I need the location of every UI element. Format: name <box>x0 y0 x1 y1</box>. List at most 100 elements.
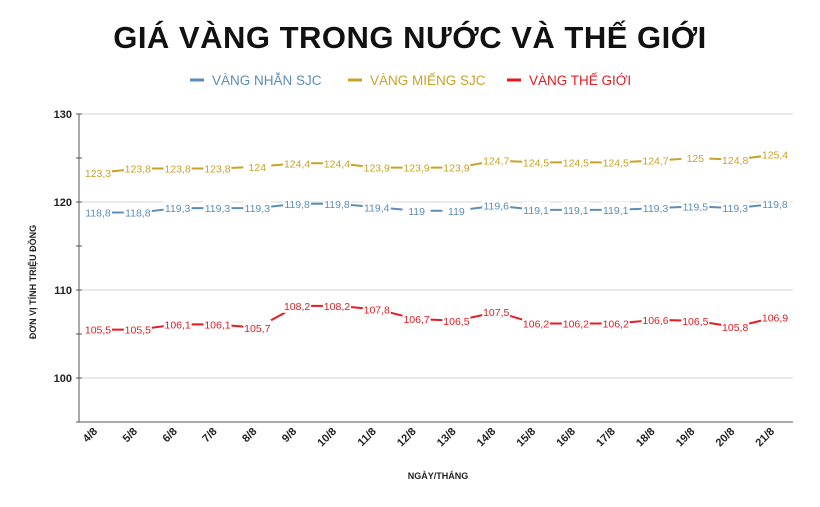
data-label: 106,5 <box>682 316 708 328</box>
data-label-bg <box>322 155 351 171</box>
data-label: 106,7 <box>403 314 429 326</box>
data-label-bg <box>322 195 351 211</box>
data-label: 124,7 <box>483 156 509 168</box>
data-label: 106,9 <box>762 312 788 324</box>
chart-title: GIÁ VÀNG TRONG NƯỚC VÀ THẾ GIỚI <box>113 20 707 55</box>
data-label: 119 <box>448 206 465 218</box>
data-label-bg <box>123 160 152 176</box>
x-tick-label: 20/8 <box>714 426 738 450</box>
data-label: 118,8 <box>85 208 111 220</box>
data-label-bg <box>482 304 511 319</box>
data-label: 118,8 <box>125 208 151 220</box>
data-label: 124,5 <box>603 157 629 169</box>
data-label-bg <box>442 202 471 218</box>
data-label: 105,7 <box>244 323 270 335</box>
x-tick-label: 21/8 <box>753 426 777 450</box>
series-line <box>98 202 776 214</box>
data-label: 105,5 <box>125 325 151 337</box>
data-label: 124,7 <box>642 156 668 168</box>
x-tick-label: 12/8 <box>395 426 419 450</box>
data-label-bg <box>482 152 511 168</box>
data-label-bg <box>721 151 750 167</box>
data-label: 119,8 <box>762 199 788 211</box>
data-label: 123,3 <box>85 168 111 180</box>
data-label: 119,4 <box>364 202 390 214</box>
data-label-bg <box>402 311 431 327</box>
data-label: 125,4 <box>762 149 788 161</box>
data-label-bg <box>123 204 152 220</box>
data-label-bg <box>362 159 391 175</box>
data-label-bg <box>243 200 272 216</box>
data-label: 106,6 <box>642 315 668 327</box>
data-label: 123,8 <box>125 164 151 176</box>
x-tick-label: 15/8 <box>515 426 539 450</box>
data-label: 123,9 <box>403 163 429 175</box>
data-label: 119,3 <box>205 203 231 215</box>
y-tick-label: 130 <box>54 109 72 121</box>
data-label-bg <box>561 201 590 217</box>
x-tick-label: 16/8 <box>554 426 578 450</box>
data-label: 119,3 <box>165 203 191 215</box>
x-axis-title: NGÀY/THÁNG <box>408 471 469 481</box>
data-label: 106,2 <box>563 318 589 330</box>
data-label: 106,2 <box>603 318 629 330</box>
data-label: 123,8 <box>165 164 191 176</box>
data-label: 105,8 <box>722 322 748 334</box>
data-label-bg <box>522 154 551 170</box>
data-label: 119,8 <box>284 199 310 211</box>
data-label-bg <box>681 198 710 214</box>
data-label-bg <box>761 146 789 162</box>
x-tick-label: 6/8 <box>160 426 179 445</box>
data-label-bg <box>203 160 232 176</box>
data-label-bg <box>681 312 710 328</box>
data-label-bg <box>84 204 112 220</box>
legend-label: VÀNG NHẪN SJC <box>212 73 322 88</box>
data-label-bg <box>402 202 431 218</box>
legend-label: VÀNG MIẾNG SJC <box>370 73 486 88</box>
data-label-bg <box>601 201 630 217</box>
data-label: 106,1 <box>165 319 191 331</box>
data-label-bg <box>163 316 192 332</box>
data-label: 125 <box>687 153 705 165</box>
y-tick-label: 100 <box>54 373 72 385</box>
data-label: 124,4 <box>324 158 350 170</box>
data-label: 124,5 <box>563 157 589 169</box>
data-label: 124,4 <box>284 158 310 170</box>
data-label-bg <box>243 319 272 335</box>
x-tick-label: 18/8 <box>634 426 658 450</box>
data-label: 105,5 <box>85 325 111 337</box>
data-label: 119 <box>408 206 425 218</box>
data-label-bg <box>322 297 351 313</box>
x-tick-label: 11/8 <box>356 426 379 449</box>
x-tick-label: 7/8 <box>200 426 219 445</box>
data-label-bg <box>641 152 670 168</box>
x-tick-label: 5/8 <box>121 426 140 445</box>
data-label: 119,8 <box>324 199 350 211</box>
data-label-bg <box>681 150 710 165</box>
data-label: 119,6 <box>483 201 509 213</box>
data-label-bg <box>761 195 789 211</box>
x-tick-label: 19/8 <box>674 426 698 450</box>
x-tick-label: 17/8 <box>594 426 618 450</box>
data-label-bg <box>283 195 312 211</box>
data-label-bg <box>561 154 590 170</box>
x-tick-label: 4/8 <box>81 426 100 445</box>
data-label-bg <box>402 159 431 175</box>
data-label: 123,9 <box>443 163 469 175</box>
data-label-bg <box>641 200 670 216</box>
data-label-bg <box>482 197 511 213</box>
data-label-bg <box>362 199 391 215</box>
data-label-bg <box>123 321 152 337</box>
data-label-bg <box>84 321 112 337</box>
x-tick-label: 10/8 <box>315 426 339 450</box>
data-label-bg <box>522 315 551 331</box>
data-label-bg <box>442 159 471 175</box>
data-label: 123,9 <box>364 163 390 175</box>
data-label-bg <box>243 158 272 174</box>
y-tick-label: 120 <box>54 197 72 209</box>
data-label-bg <box>163 160 192 176</box>
data-label: 119,1 <box>603 205 629 217</box>
data-label-bg <box>203 200 232 216</box>
data-label-bg <box>721 318 750 334</box>
